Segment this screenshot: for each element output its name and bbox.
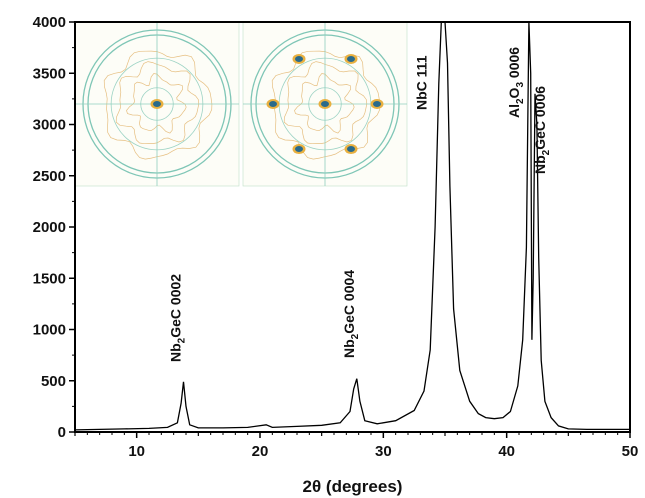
y-tick-label: 2500: [33, 168, 66, 185]
y-tick-label: 0: [58, 424, 66, 441]
y-tick-label: 3500: [33, 65, 66, 82]
y-tick-label: 500: [41, 373, 66, 390]
peak-label-p3: NbC 111: [414, 55, 430, 110]
pole-figure-left: [74, 21, 240, 187]
peak-annotations: Nb2GeC 0002 Nb2GeC 0004 NbC 111 Al2O3 0006 N…: [168, 47, 552, 362]
x-tick-label: 50: [622, 443, 639, 460]
y-tick-label: 2000: [33, 219, 66, 236]
x-tick-label: 30: [375, 443, 392, 460]
y-tick-label: 1000: [33, 322, 66, 339]
y-tick-label: 1500: [33, 270, 66, 287]
peak-label-p2: Nb2GeC 0004: [341, 270, 361, 358]
peak-label-p4: Al2O3 0006: [506, 47, 526, 118]
axes: 10 20 30 40 50050010001500200025003000350040…: [33, 14, 639, 460]
x-axis-title: 2θ (degrees): [303, 477, 403, 496]
x-tick-label: 10: [128, 443, 145, 460]
y-tick-label: 3000: [33, 117, 66, 134]
inset-pole-figures: [74, 21, 408, 187]
x-tick-label: 20: [252, 443, 269, 460]
peak-label-p1: Nb2GeC 0002: [168, 274, 188, 362]
y-tick-label: 4000: [33, 14, 66, 31]
x-tick-label: 40: [498, 443, 515, 460]
pole-figure-right: [242, 21, 408, 187]
peak-label-p5: Nb2GeC 0006: [532, 86, 552, 174]
